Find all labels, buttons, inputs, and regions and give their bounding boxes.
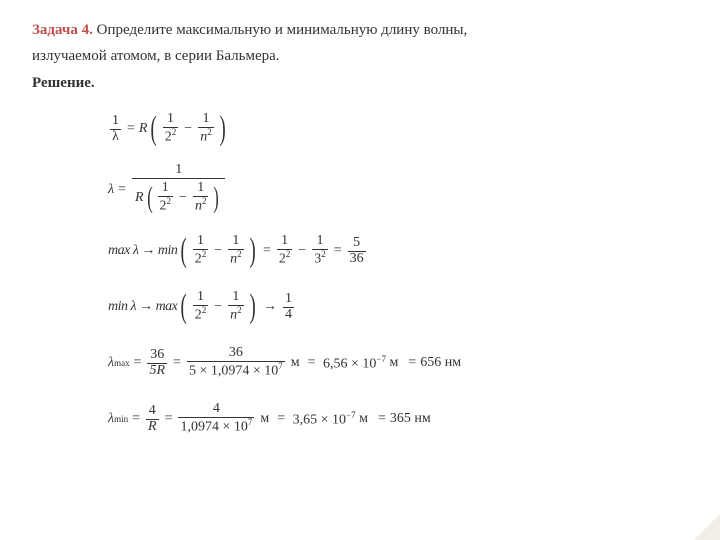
equation-6: λmin = 4 R = 4 1,0974 × 107 м = 3,65 × 1…: [108, 396, 692, 442]
equation-1: 1 λ = R ( 1 22 − 1 n2 ): [108, 106, 692, 152]
problem-statement: Задача 4. Определите максимальную и мини…: [32, 18, 692, 69]
equals: =: [118, 182, 126, 198]
equation-2: λ = 1 R ( 1 22 − 1 n2 ): [108, 162, 692, 218]
rparen-icon: ): [219, 112, 225, 146]
result-lambda-min: 365 нм: [390, 411, 431, 427]
page: Задача 4. Определите максимальную и мини…: [0, 0, 720, 470]
arrow-icon: →: [263, 299, 277, 315]
lambda: λ: [108, 182, 114, 198]
problem-text-line2: излучаемой атомом, в серии Бальмера.: [32, 48, 280, 64]
equals: =: [127, 121, 135, 137]
equation-3: max λ → min ( 1 22 − 1 n2 ) = 1 22 − 1 3…: [108, 228, 692, 274]
minus: −: [184, 121, 192, 137]
equation-4: min λ → max ( 1 22 − 1 n2 ) → 1 4: [108, 284, 692, 330]
equation-5: λmax = 36 5R = 36 5 × 1,0974 × 107 м = 6…: [108, 340, 692, 386]
result-lambda-max: 656 нм: [420, 355, 461, 371]
lparen-icon: (: [151, 112, 157, 146]
math-block: 1 λ = R ( 1 22 − 1 n2 ) λ = 1 R: [108, 106, 692, 442]
page-curl-icon: [694, 514, 720, 540]
rydberg-R: R: [139, 121, 148, 137]
frac-1-over-lambda: 1 λ: [110, 114, 121, 144]
solution-heading: Решение.: [32, 75, 692, 92]
problem-label: Задача 4.: [32, 22, 93, 38]
problem-text-line1: Определите максимальную и минимальную дл…: [93, 22, 467, 38]
